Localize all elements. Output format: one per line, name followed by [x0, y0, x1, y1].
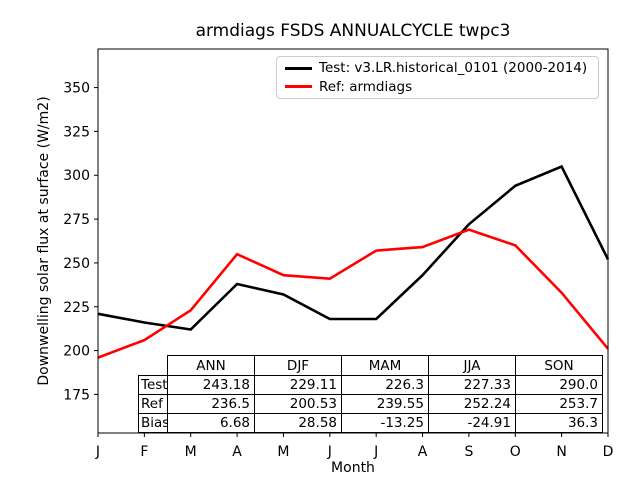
legend-label-test: Test: v3.LR.historical_0101 (2000-2014): [319, 60, 588, 77]
table-cell: 252.24: [428, 394, 516, 414]
series-line-test: [97, 164, 610, 331]
x-tick-label: F: [140, 444, 148, 460]
summary-table-col-header: SON: [515, 355, 603, 376]
table-cell: 236.5: [167, 394, 255, 414]
legend: Test: v3.LR.historical_0101 (2000-2014) …: [276, 56, 599, 99]
table-cell: 226.3: [341, 375, 429, 395]
table-row-ref: Ref 236.5 200.53 239.55 252.24 253.7: [138, 394, 603, 414]
summary-table-col-header: DJF: [254, 355, 342, 376]
table-cell: -24.91: [428, 413, 516, 433]
x-tick-label: O: [510, 444, 521, 460]
table-cell: 253.7: [515, 394, 603, 414]
x-axis-label: Month: [331, 460, 375, 476]
x-tick-label: S: [464, 444, 473, 460]
x-tick-label: M: [277, 444, 289, 460]
table-cell: 229.11: [254, 375, 342, 395]
plot-border: [97, 48, 609, 434]
table-cell: 6.68: [167, 413, 255, 433]
chart-title: armdiags FSDS ANNUALCYCLE twpc3: [195, 21, 511, 41]
y-tick-label: 275: [63, 212, 90, 228]
summary-table-header-row: ANN DJF MAM JJA SON: [139, 355, 603, 376]
legend-label-ref: Ref: armdiags: [319, 78, 413, 95]
y-axis-label: Downwelling solar flux at surface (W/m2): [36, 96, 52, 386]
table-cell: 200.53: [254, 394, 342, 414]
legend-line-swatch-test: [285, 66, 312, 70]
summary-table-col-header: MAM: [341, 355, 429, 376]
row-label-ref: Ref: [138, 394, 168, 414]
row-label-bias: Bias: [138, 413, 168, 433]
x-tick-label: M: [185, 444, 197, 460]
summary-table-corner-cell: [139, 356, 168, 376]
series-line-ref: [97, 228, 610, 359]
summary-table: ANN DJF MAM JJA SON Test 243.18 229.11 2…: [138, 355, 603, 433]
summary-table-col-header: ANN: [167, 355, 255, 376]
legend-line-swatch-ref: [285, 85, 312, 89]
table-cell: -13.25: [341, 413, 429, 433]
y-tick-label: 225: [63, 300, 90, 316]
table-cell: 243.18: [167, 375, 255, 395]
summary-table-col-header: JJA: [428, 355, 516, 376]
y-tick-label: 350: [63, 81, 90, 97]
y-tick-label: 175: [63, 387, 90, 403]
table-cell: 28.58: [254, 413, 342, 433]
table-cell: 227.33: [428, 375, 516, 395]
table-cell: 239.55: [341, 394, 429, 414]
table-cell: 36.3: [515, 413, 603, 433]
table-row-bias: Bias 6.68 28.58 -13.25 -24.91 36.3: [138, 413, 603, 433]
legend-entry-test: Test: v3.LR.historical_0101 (2000-2014): [277, 59, 598, 78]
table-row-test: Test 243.18 229.11 226.3 227.33 290.0: [138, 375, 603, 395]
x-tick-label: J: [327, 444, 332, 460]
x-tick-label: N: [556, 444, 566, 460]
y-tick-label: 325: [63, 124, 90, 140]
x-tick-label: D: [603, 444, 614, 460]
y-tick-label: 250: [63, 256, 90, 272]
y-tick-label: 300: [63, 168, 90, 184]
row-label-test: Test: [138, 375, 168, 395]
table-cell: 290.0: [515, 375, 603, 395]
y-tick-label: 200: [63, 344, 90, 360]
x-tick-label: J: [373, 444, 378, 460]
x-tick-label: A: [232, 444, 242, 460]
legend-entry-ref: Ref: armdiags: [277, 78, 598, 97]
x-tick-label: J: [95, 444, 100, 460]
x-tick-label: A: [418, 444, 428, 460]
